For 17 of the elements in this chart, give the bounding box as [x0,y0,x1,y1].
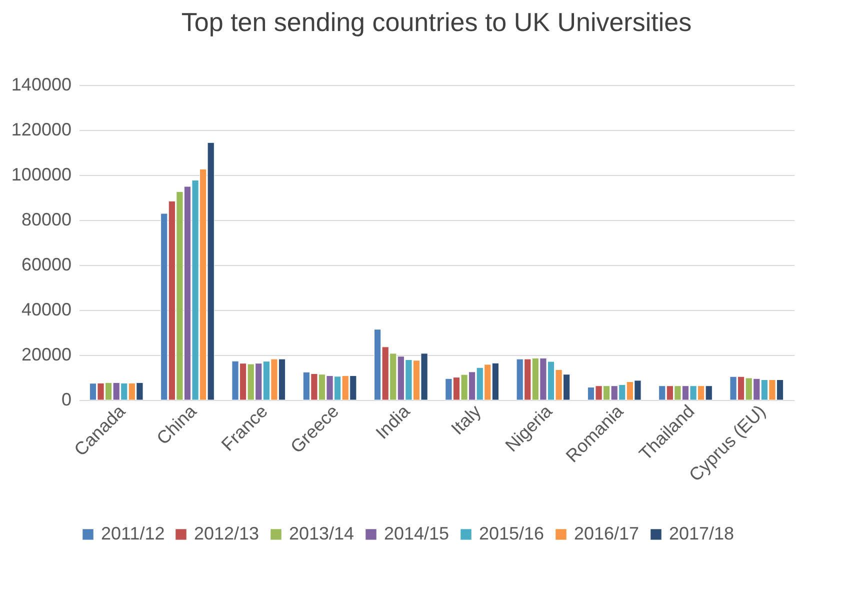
y-tick-label: 80000 [21,210,72,230]
legend-label: 2015/16 [479,523,544,544]
y-tick-label: 20000 [21,344,72,364]
y-tick-label: 140000 [11,74,72,94]
legend-label: 2017/18 [669,523,734,544]
legend-label: 2011/12 [101,523,165,544]
y-tick-label: 120000 [11,120,72,140]
y-tick-label: 0 [61,390,72,410]
x-tick-label: Italy [447,401,485,439]
y-tick-label: 100000 [11,164,72,184]
y-tick-label: 60000 [21,254,72,274]
y-tick-label: 40000 [21,300,72,320]
legend-label: 2016/17 [574,523,640,544]
legend-label: 2014/15 [384,523,450,544]
legend-label: 2012/13 [194,523,260,544]
legend-label: 2013/14 [289,523,354,544]
chart-title: Top ten sending countries to UK Universities [181,7,692,37]
